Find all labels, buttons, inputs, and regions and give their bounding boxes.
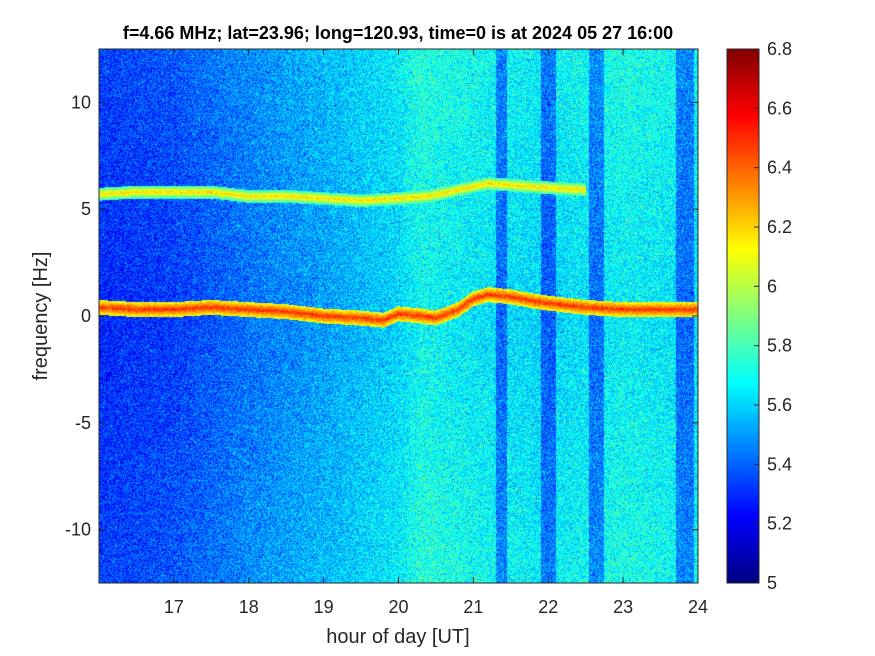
x-tick-label: 17 xyxy=(164,597,184,617)
plot-area xyxy=(98,48,699,584)
colorbar-tick-label: 6 xyxy=(767,276,777,296)
x-tick-label: 21 xyxy=(463,597,483,617)
y-axis-label: frequency [Hz] xyxy=(30,252,52,381)
chart-title: f=4.66 MHz; lat=23.96; long=120.93, time… xyxy=(123,23,673,43)
colorbar-gradient xyxy=(727,49,759,583)
colorbar-frame xyxy=(726,48,760,584)
x-tick-label: 18 xyxy=(239,597,259,617)
spectrogram-heatmap xyxy=(99,49,698,583)
colorbar-tick-label: 5.2 xyxy=(767,514,792,534)
colorbar-tick-label: 6.2 xyxy=(767,217,792,237)
colorbar-tick-label: 5 xyxy=(767,573,777,593)
x-tick-label: 22 xyxy=(538,597,558,617)
y-tick-label: 10 xyxy=(71,92,91,112)
y-tick-label: 5 xyxy=(81,199,91,219)
colorbar-ticks: 6.8 6.6 6.4 6.2 6 5.8 5.6 5.4 5.2 5 xyxy=(754,39,792,593)
colorbar-tick-label: 6.4 xyxy=(767,158,792,178)
y-tick-label: 0 xyxy=(81,306,91,326)
colorbar-tick-label: 5.8 xyxy=(767,336,792,356)
x-axis-label: hour of day [UT] xyxy=(326,626,469,648)
x-tick-label: 20 xyxy=(388,597,408,617)
colorbar-tick-label: 6.8 xyxy=(767,39,792,59)
x-tick-label: 24 xyxy=(688,597,708,617)
y-axis: 10 5 0 -5 -10 xyxy=(65,92,698,540)
colorbar-tick-label: 6.6 xyxy=(767,98,792,118)
y-tick-label: -5 xyxy=(75,413,91,433)
x-axis: 17 18 19 20 21 22 23 24 xyxy=(164,49,708,617)
colorbar-tick-label: 5.4 xyxy=(767,454,792,474)
colorbar-tick-label: 5.6 xyxy=(767,395,792,415)
colorbar: 6.8 6.6 6.4 6.2 6 5.8 5.6 5.4 5.2 5 xyxy=(726,39,792,593)
x-tick-label: 19 xyxy=(314,597,334,617)
y-tick-label: -10 xyxy=(65,520,91,540)
x-tick-label: 23 xyxy=(613,597,633,617)
